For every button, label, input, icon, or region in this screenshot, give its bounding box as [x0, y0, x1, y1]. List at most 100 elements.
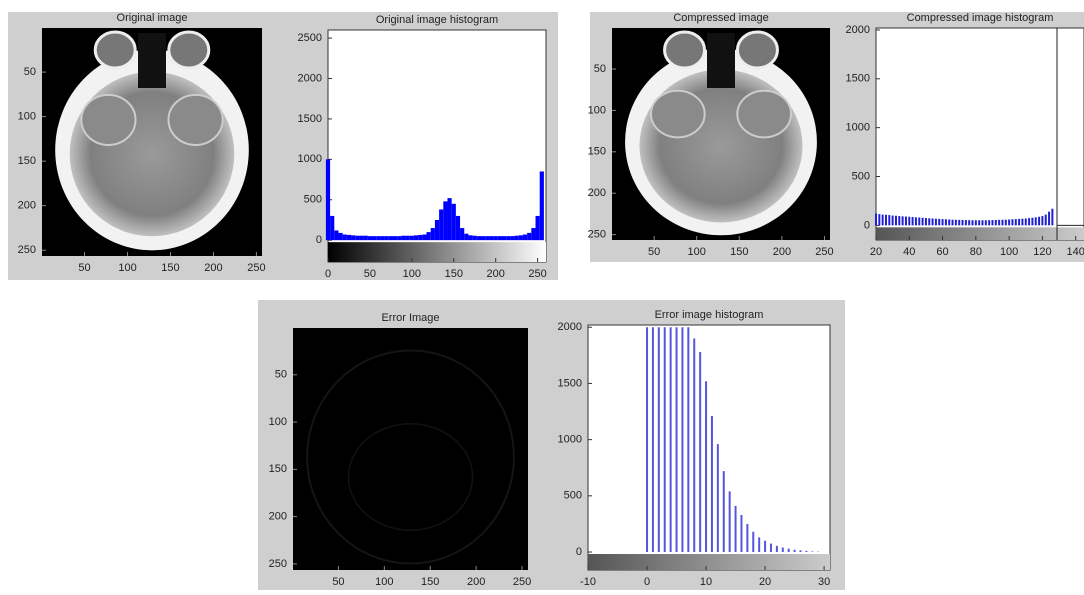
y-tick-label: 2000: [298, 72, 322, 84]
histogram-bar: [406, 236, 410, 240]
histogram-bar: [1021, 219, 1023, 226]
chart-title: Compressed image histogram: [907, 12, 1054, 24]
y-tick-label: 250: [269, 558, 287, 570]
y-tick-label: 50: [24, 66, 36, 78]
histogram-bar: [875, 214, 877, 226]
histogram-bar: [888, 215, 890, 225]
histogram-bar: [1041, 216, 1043, 225]
x-tick-label: 250: [528, 268, 546, 280]
x-tick-label: 250: [247, 262, 265, 274]
y-tick-label: 1000: [298, 153, 322, 165]
histogram-bar: [905, 217, 907, 226]
histogram-bar: [468, 235, 472, 240]
histogram-bar: [460, 228, 464, 240]
histogram-bar: [998, 220, 1000, 225]
x-tick-label: -10: [580, 576, 596, 588]
chart-title: Error image histogram: [655, 309, 764, 321]
histogram-bar: [942, 219, 944, 225]
histogram-bar: [523, 235, 527, 241]
histogram-bar: [938, 219, 940, 225]
y-tick-label: 0: [576, 546, 582, 558]
y-tick-label: 100: [18, 111, 36, 123]
chart-title: Error Image: [381, 312, 439, 324]
x-tick-label: 150: [445, 268, 463, 280]
x-tick-label: 50: [332, 576, 344, 588]
histogram-bar: [1035, 217, 1037, 225]
y-tick-label: 500: [852, 170, 870, 182]
histogram-bar: [952, 220, 954, 226]
brain: [639, 70, 802, 223]
histogram-bar: [991, 220, 993, 225]
histogram-bar: [435, 220, 439, 240]
x-tick-label: 20: [870, 246, 882, 258]
histogram-bar: [1011, 219, 1013, 225]
histogram-bar: [334, 230, 338, 240]
x-tick-label: 60: [936, 246, 948, 258]
histogram-bar: [1048, 212, 1050, 226]
histogram-bar: [447, 198, 451, 240]
histogram-bar: [988, 220, 990, 225]
histogram-bar: [958, 220, 960, 225]
histogram-bar: [978, 220, 980, 225]
histogram-bar: [1018, 219, 1020, 225]
histogram-bar: [510, 236, 514, 240]
histogram-bar: [347, 235, 351, 240]
x-tick-label: 200: [467, 576, 485, 588]
histogram-bar: [922, 218, 924, 226]
x-tick-label: 100: [403, 268, 421, 280]
screenshot: Original image50100150200250501001502002…: [0, 0, 1084, 590]
x-tick-label: 150: [421, 576, 439, 588]
histogram-bar: [928, 218, 930, 225]
y-tick-label: 0: [316, 234, 322, 246]
x-tick-label: 0: [325, 268, 331, 280]
histogram-bar: [431, 228, 435, 240]
y-tick-label: 1000: [846, 122, 870, 134]
histogram-bar: [981, 220, 983, 225]
histogram-bar: [962, 220, 964, 225]
eye: [665, 32, 705, 68]
x-tick-label: 50: [78, 262, 90, 274]
histogram-bar: [376, 236, 380, 240]
x-tick-label: 100: [375, 576, 393, 588]
page: Original image50100150200250501001502002…: [0, 0, 1084, 590]
histogram-bar: [494, 236, 498, 240]
histogram-bar: [915, 217, 917, 225]
chart-title: Original image histogram: [376, 14, 498, 26]
histogram-bar: [477, 236, 481, 240]
histogram-bar: [368, 236, 372, 240]
histogram-bar: [473, 236, 477, 240]
histogram-bar: [502, 236, 506, 240]
x-tick-label: 120: [1033, 246, 1051, 258]
histogram-bar: [975, 220, 977, 225]
histogram-bar: [1001, 220, 1003, 226]
histogram-bar: [895, 216, 897, 226]
x-tick-label: 200: [773, 246, 791, 258]
x-tick-label: 50: [648, 246, 660, 258]
eye: [95, 32, 135, 68]
histogram-bar: [359, 236, 363, 240]
x-tick-label: 100: [118, 262, 136, 274]
histogram-bar: [955, 220, 957, 226]
histogram-bar: [485, 236, 489, 240]
histogram-bar: [908, 217, 910, 226]
histogram-bar: [414, 235, 418, 240]
histogram-bar: [885, 215, 887, 226]
histogram-bar: [519, 235, 523, 240]
y-tick-label: 150: [18, 155, 36, 167]
histogram-bar: [531, 228, 535, 240]
x-tick-label: 100: [1000, 246, 1018, 258]
histogram-bar: [389, 236, 393, 240]
histogram-bar: [397, 236, 401, 240]
y-tick-label: 200: [588, 187, 606, 199]
y-tick-label: 250: [18, 244, 36, 256]
lobe: [168, 95, 222, 145]
histogram-bar: [902, 216, 904, 225]
y-tick-label: 150: [269, 463, 287, 475]
axes-background: [876, 28, 1084, 240]
y-tick-label: 500: [304, 194, 322, 206]
histogram-bar: [326, 159, 330, 240]
colorbar: [876, 227, 1084, 240]
x-tick-label: 10: [700, 576, 712, 588]
y-tick-label: 150: [588, 146, 606, 158]
histogram-bar: [968, 220, 970, 225]
